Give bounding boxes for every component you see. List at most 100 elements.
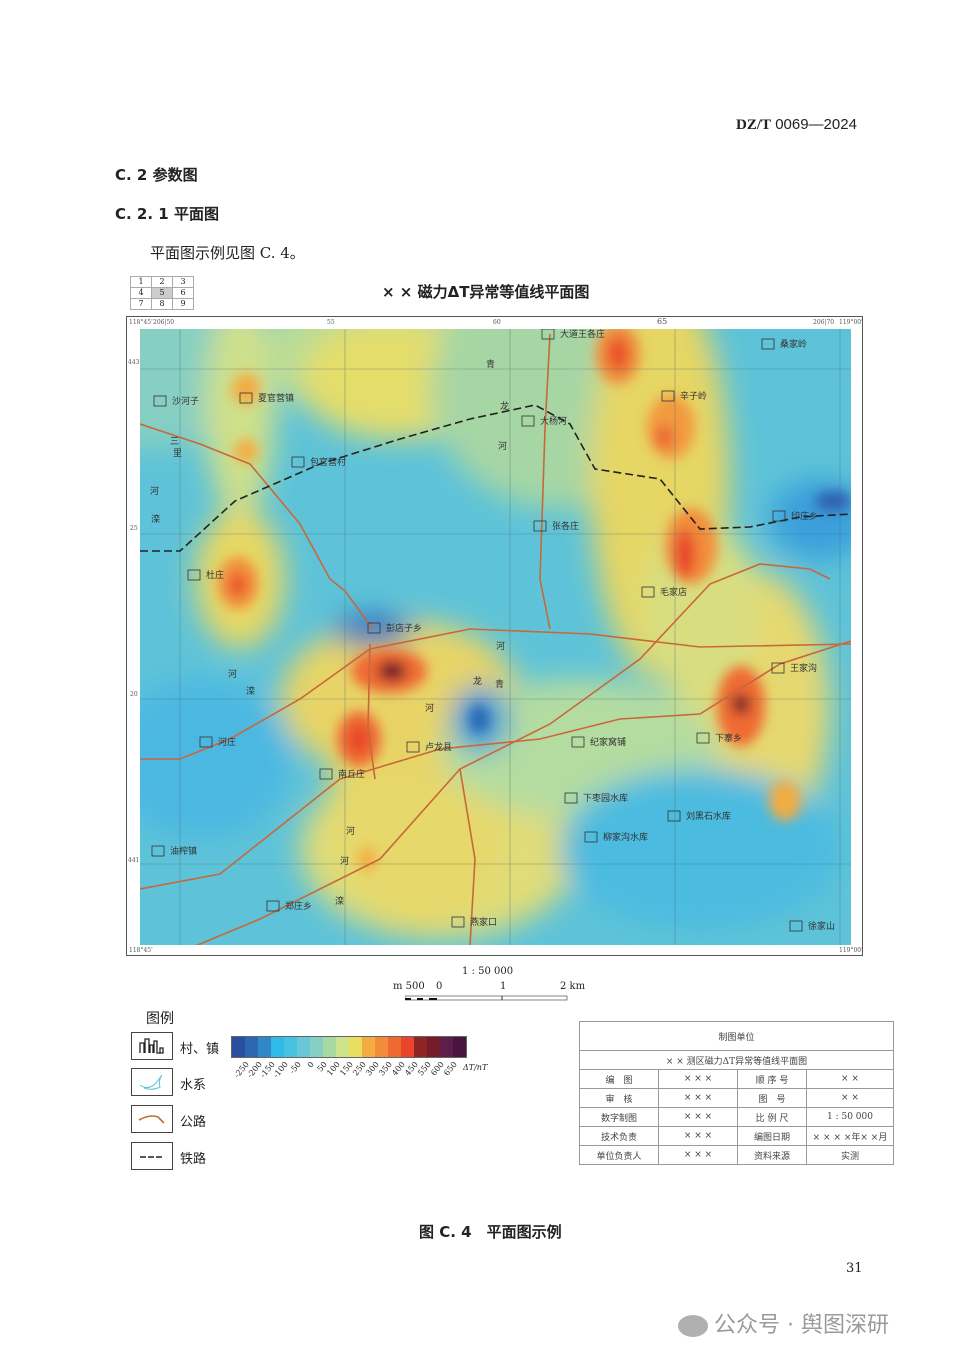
tick-label: 118°45': [129, 319, 153, 326]
village-icon: [584, 831, 598, 843]
body-text: 平面图示例见图 C. 4。: [150, 244, 305, 262]
colorbar-swatch: [427, 1037, 440, 1057]
place-name: 下寨乡: [715, 732, 742, 744]
wechat-icon: [678, 1315, 708, 1337]
colorbar-swatch: [232, 1037, 245, 1057]
place-name: 油榨镇: [170, 845, 197, 857]
river-label: 龙: [500, 400, 509, 412]
title-block-cell: × ×: [806, 1069, 894, 1089]
anomaly-peak: [732, 694, 750, 714]
river-label: 龙: [473, 675, 482, 687]
colorbar-unit: ΔT/nT: [463, 1063, 488, 1072]
river-label: 河: [228, 668, 237, 680]
color-scale-bar: [231, 1036, 467, 1058]
river-label: 青: [486, 358, 495, 370]
place-name: 张各庄: [552, 520, 579, 532]
colorbar-swatch: [375, 1037, 388, 1057]
railway-icon: [131, 1142, 173, 1170]
village-icon: [696, 732, 710, 744]
title-block-cell: 单位负责人: [579, 1145, 659, 1165]
scale-ratio: 1 : 50 000: [462, 966, 514, 977]
village-icon: [239, 392, 253, 404]
colorbar-swatch: [245, 1037, 258, 1057]
colorbar-swatch: [323, 1037, 336, 1057]
river-label: 河: [496, 640, 505, 652]
village-icon: [187, 569, 201, 581]
scale-bar: [405, 995, 568, 1001]
village-icon: [406, 741, 420, 753]
place-name: 夏官营镇: [258, 392, 294, 404]
village-icon: [319, 768, 333, 780]
place-name: 毛家店: [660, 586, 687, 598]
village-icon: [153, 395, 167, 407]
title-block-cell: 顺 序 号: [737, 1069, 807, 1089]
river-label: 青: [495, 678, 504, 690]
title-block-cell: 实测: [806, 1145, 894, 1165]
title-block-cell: 数字制图: [579, 1107, 659, 1127]
scale-label: 0: [436, 981, 443, 992]
river-label: 里: [173, 448, 182, 459]
village-icon: [761, 338, 775, 350]
river-label: 河: [425, 702, 434, 714]
village-icon: [789, 920, 803, 932]
colorbar-swatch: [453, 1037, 466, 1057]
colorbar-swatch: [271, 1037, 284, 1057]
place-name: 包官营村: [310, 456, 346, 468]
tick-label: 4430: [128, 359, 144, 366]
legend-label: 铁路: [180, 1152, 207, 1167]
legend-label: 公路: [180, 1115, 207, 1130]
village-icon: [291, 456, 305, 468]
title-block-cell: 技术负责: [579, 1126, 659, 1146]
tick-label: 20: [130, 691, 138, 698]
section-heading: C. 2 参数图: [115, 166, 198, 184]
colorbar-swatch: [297, 1037, 310, 1057]
road-line: [539, 333, 551, 630]
colorbar-swatch: [258, 1037, 271, 1057]
title-block-cell: × × × ×年× ×月: [806, 1126, 894, 1146]
title-block-cell: 图 号: [737, 1088, 807, 1108]
scale-label: 1: [500, 981, 507, 992]
title-block-table: 制图单位 × × 测区磁力ΔT异常等值线平面图 编 图 × × × 顺 序 号 × ×…: [579, 1021, 894, 1165]
colorbar-swatch: [414, 1037, 427, 1057]
place-name: 王家沟: [790, 662, 817, 674]
place-name: 大杨河: [540, 415, 567, 427]
road-line: [367, 643, 376, 780]
anomaly-peak: [675, 530, 695, 578]
village-icon: [151, 845, 165, 857]
place-name: 沙河子: [172, 395, 199, 407]
place-name: 卢龙县: [425, 741, 452, 753]
village-icon: [199, 736, 213, 748]
place-name: 印庄乡: [791, 510, 818, 522]
colorbar-swatch: [349, 1037, 362, 1057]
anomaly-peak: [647, 395, 695, 459]
title-block-cell: 编 图: [579, 1069, 659, 1089]
colorbar-swatch: [284, 1037, 297, 1057]
colorbar-swatch: [336, 1037, 349, 1057]
colorbar-swatch: [401, 1037, 414, 1057]
tick-label: 118°45': [129, 947, 153, 954]
page-number: 31: [846, 1261, 863, 1276]
title-block-unit: 制图单位: [579, 1021, 894, 1051]
village-icon: [131, 1032, 173, 1060]
legend-label: 水系: [180, 1078, 207, 1093]
village-icon: [641, 586, 655, 598]
colorbar-swatch: [362, 1037, 375, 1057]
map-title: × × 磁力ΔT异常等值线平面图: [382, 283, 590, 301]
anomaly-peak: [349, 725, 369, 753]
place-name: 杜庄: [206, 569, 224, 581]
river-label: 滦: [246, 685, 255, 697]
anomaly-peak: [769, 781, 801, 821]
legend-label: 村、镇: [180, 1042, 220, 1057]
tick-label: 119°00': [839, 319, 863, 326]
anomaly-peak: [608, 338, 628, 370]
place-name: 柳家沟水库: [603, 831, 648, 843]
tick-label: 119°00': [839, 947, 863, 954]
subsection-heading: C. 2. 1 平面图: [115, 205, 219, 223]
village-icon: [771, 662, 785, 674]
village-icon: [772, 510, 786, 522]
title-block-cell: 比 例 尺: [737, 1107, 807, 1127]
road-line: [195, 563, 831, 945]
